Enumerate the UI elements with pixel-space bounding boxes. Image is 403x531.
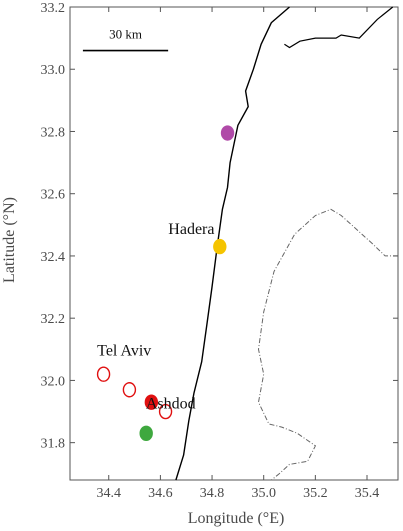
y-axis-title: Latitude (°N) — [1, 197, 18, 283]
y-tick-label: 32.6 — [41, 188, 66, 203]
place-label: Tel Aviv — [97, 343, 151, 360]
y-tick-label: 32.0 — [41, 374, 66, 389]
y-tick-label: 33.2 — [41, 1, 66, 16]
plot-frame — [69, 6, 399, 481]
site-marker — [96, 366, 111, 382]
x-tick-label: 35.0 — [251, 486, 276, 501]
coastline — [175, 6, 290, 481]
scale-bar-label: 30 km — [109, 27, 142, 42]
place-label: Hadera — [168, 221, 214, 238]
x-tick-label: 34.4 — [96, 486, 121, 501]
place-label: Ashdod — [146, 395, 196, 412]
site-marker — [122, 382, 137, 398]
x-tick-label: 34.8 — [200, 486, 225, 501]
site-marker — [139, 425, 153, 442]
boundary-dashdot — [257, 208, 398, 481]
y-tick-label: 31.8 — [41, 437, 66, 452]
site-marker — [158, 403, 173, 420]
site-marker — [144, 394, 159, 410]
y-tick-label: 32.2 — [41, 312, 66, 327]
y-tick-label: 32.8 — [41, 125, 66, 140]
y-tick-label: 33.0 — [41, 63, 66, 78]
site-marker — [220, 125, 235, 141]
x-axis-title: Longitude (°E) — [188, 510, 285, 527]
site-marker — [213, 238, 227, 255]
x-tick-label: 35.2 — [303, 486, 328, 501]
northern-border — [284, 6, 394, 49]
y-tick-label: 32.4 — [41, 250, 66, 265]
x-tick-label: 35.4 — [355, 486, 380, 501]
x-tick-label: 34.6 — [148, 486, 173, 501]
